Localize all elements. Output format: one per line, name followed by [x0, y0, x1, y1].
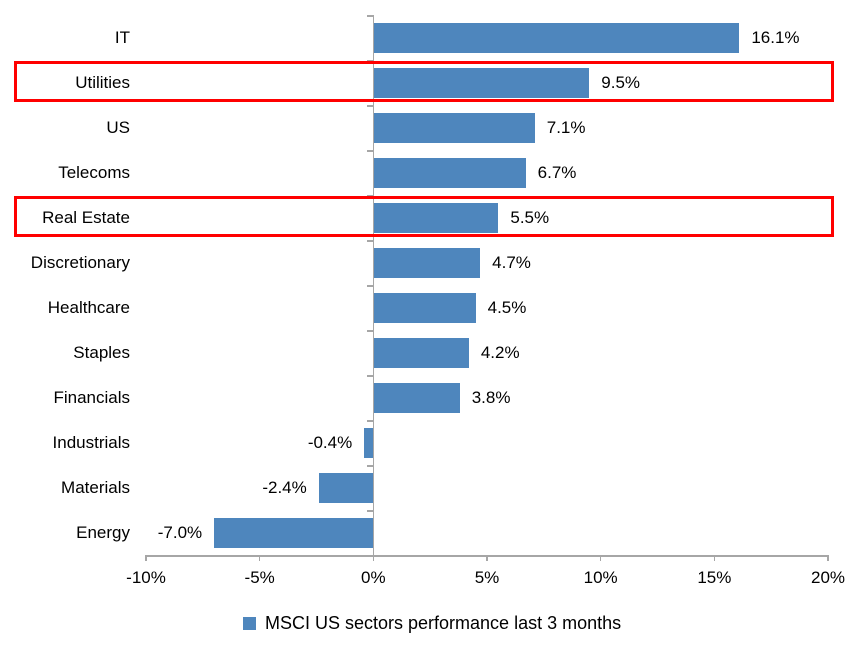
x-tick-label: -5%	[244, 568, 275, 587]
data-label: -7.0%	[157, 523, 203, 542]
data-label: 7.1%	[546, 118, 586, 137]
data-label: 9.5%	[601, 73, 641, 92]
category-axis-tick	[366, 15, 373, 17]
bar	[373, 337, 469, 368]
category-label: Real Estate	[42, 208, 130, 227]
x-tick-label: 20%	[810, 568, 846, 587]
data-label: 4.5%	[487, 298, 527, 317]
category-axis-tick	[366, 510, 373, 512]
bar	[373, 382, 460, 413]
category-axis-line	[372, 15, 375, 557]
x-axis-tick	[258, 555, 261, 561]
bar	[373, 67, 590, 98]
data-label: -2.4%	[262, 478, 307, 497]
data-label: 16.1%	[751, 28, 800, 47]
category-label: US	[106, 118, 130, 137]
data-label: 4.2%	[480, 343, 520, 362]
category-axis-tick	[366, 195, 373, 197]
bar	[373, 112, 535, 143]
category-axis-tick	[366, 240, 373, 242]
bar	[373, 22, 740, 53]
bar	[373, 202, 499, 233]
legend-swatch-icon	[243, 617, 256, 630]
category-label: Financials	[53, 388, 130, 407]
data-label: 5.5%	[510, 208, 550, 227]
bar	[364, 427, 374, 458]
x-axis-tick	[827, 555, 829, 561]
x-axis-tick	[145, 555, 147, 561]
x-axis-tick	[599, 555, 602, 561]
bar	[214, 517, 374, 548]
category-axis-tick	[366, 105, 373, 107]
category-label: IT	[114, 28, 130, 47]
x-tick-label: 15%	[697, 568, 732, 587]
x-tick-label: 0%	[361, 568, 386, 587]
category-axis-tick	[366, 375, 373, 377]
x-tick-label: 10%	[583, 568, 618, 587]
x-axis-tick	[486, 555, 488, 561]
bar	[318, 472, 374, 503]
bar	[373, 247, 481, 278]
category-label: Energy	[76, 523, 130, 542]
category-label: Industrials	[52, 433, 130, 452]
category-axis-tick	[366, 150, 373, 152]
highlight-box	[14, 196, 834, 237]
data-label: -0.4%	[307, 433, 353, 452]
data-label: 6.7%	[537, 163, 577, 182]
category-label: Healthcare	[47, 298, 130, 317]
data-label: 4.7%	[492, 253, 531, 272]
bar	[373, 292, 476, 323]
category-label: Materials	[61, 478, 130, 497]
category-label: Discretionary	[30, 253, 130, 272]
category-label: Staples	[73, 343, 130, 362]
x-axis-tick	[713, 555, 716, 561]
category-axis-tick	[366, 285, 373, 287]
legend: MSCI US sectors performance last 3 month…	[243, 613, 621, 634]
highlight-box	[14, 61, 834, 102]
x-tick-label: 5%	[474, 568, 500, 587]
category-axis-tick	[366, 330, 373, 332]
category-axis-tick	[366, 420, 373, 422]
category-label: Utilities	[75, 73, 130, 92]
data-label: 3.8%	[471, 388, 511, 407]
x-tick-label: -10%	[126, 568, 166, 587]
x-axis-tick	[372, 555, 375, 561]
bar	[373, 157, 526, 188]
category-axis-tick	[366, 60, 373, 62]
category-label: Telecoms	[58, 163, 130, 182]
category-axis-tick	[366, 465, 373, 467]
legend-label: MSCI US sectors performance last 3 month…	[265, 613, 622, 633]
